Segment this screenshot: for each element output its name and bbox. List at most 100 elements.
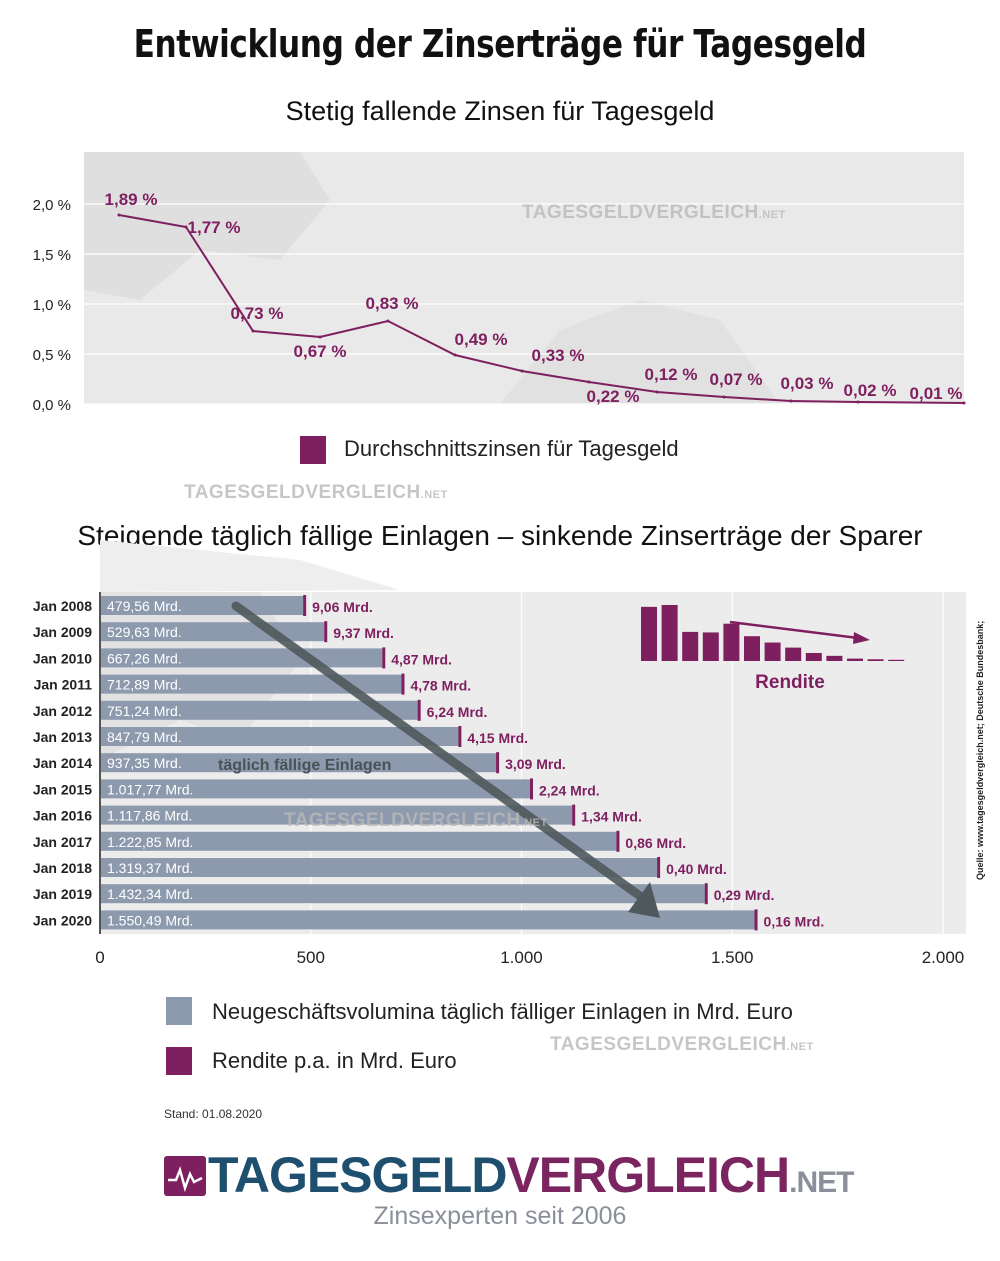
- legend-label-yield: Rendite p.a. in Mrd. Euro: [212, 1048, 457, 1073]
- yield-marker: [417, 699, 421, 721]
- logo-chart-icon: [164, 1156, 206, 1196]
- data-label: 0,67 %: [294, 342, 347, 361]
- bar-chart-title: Steigende täglich fällige Einlagen – sin…: [77, 520, 923, 551]
- volume-bar: [101, 858, 658, 877]
- volume-bar: [101, 596, 304, 615]
- yield-marker: [657, 857, 661, 878]
- data-label: 0,01 %: [910, 384, 963, 403]
- trend-arrowhead: [628, 882, 660, 918]
- inset-bar: [888, 659, 905, 661]
- inset-arrow: [729, 620, 859, 640]
- volume-bar: [101, 831, 617, 851]
- y-tick-label: 1,0 %: [33, 297, 71, 314]
- volume-label: 479,56 Mrd.: [107, 598, 182, 614]
- data-point: [520, 369, 524, 373]
- data-point: [318, 335, 322, 339]
- inset-bar: [723, 623, 740, 661]
- yield-label: 1,34 Mrd.: [581, 809, 642, 825]
- volume-label: 1.319,37 Mrd.: [107, 860, 193, 876]
- volume-label: 1.550,49 Mrd.: [107, 912, 193, 928]
- line-chart: 0,0 % 0,5 % 1,0 % 1,5 % 2,0 % 1,89 % 1,77 % 0,7…: [33, 152, 966, 414]
- volume-label: 1.222,85 Mrd.: [107, 834, 193, 850]
- data-label: 1,89 %: [105, 190, 158, 209]
- data-label: 1,77 %: [188, 218, 241, 237]
- category-label: Jan 2018: [33, 860, 92, 876]
- category-label: Jan 2019: [33, 886, 92, 902]
- data-label: 0,73 %: [231, 304, 284, 323]
- inset-bar: [785, 647, 802, 661]
- yield-marker: [616, 830, 620, 852]
- data-point: [251, 329, 255, 333]
- category-label: Jan 2010: [33, 650, 92, 666]
- category-label: Jan 2008: [33, 598, 92, 614]
- data-point: [386, 319, 390, 323]
- page-title: Entwicklung der Zinserträge für Tagesgel…: [133, 22, 867, 66]
- yield-label: 0,86 Mrd.: [625, 835, 686, 851]
- yield-label: 2,24 Mrd.: [539, 782, 600, 798]
- yield-marker: [382, 647, 386, 669]
- x-tick-label: 500: [297, 948, 325, 967]
- volume-label: 667,26 Mrd.: [107, 650, 182, 666]
- watermark: TAGESGELDVERGLEICH.NET: [550, 1034, 814, 1055]
- data-label: 0,02 %: [844, 381, 897, 400]
- data-point: [117, 213, 121, 217]
- volume-bar: [101, 805, 573, 825]
- legend-swatch-yield: [166, 1047, 192, 1075]
- source-note: Quelle: www.tagesgeldvergleich.net; Deut…: [975, 620, 985, 880]
- inset-bar: [682, 631, 699, 661]
- background-shape: [100, 540, 400, 592]
- y-tick-label: 1,5 %: [33, 247, 71, 264]
- yield-label: 3,09 Mrd.: [505, 756, 566, 772]
- yield-marker: [572, 804, 576, 826]
- data-label: 0,12 %: [645, 365, 698, 384]
- data-point: [962, 401, 966, 405]
- category-label: Jan 2015: [33, 781, 92, 797]
- x-tick-label: 1.000: [500, 948, 543, 967]
- yield-label: 4,87 Mrd.: [391, 651, 452, 667]
- inset-bar: [867, 659, 884, 661]
- category-label: Jan 2012: [33, 703, 92, 719]
- data-label: 0,03 %: [781, 374, 834, 393]
- watermark: TAGESGELDVERGLEICH.NET: [284, 810, 548, 831]
- category-label: Jan 2011: [34, 677, 93, 693]
- data-label: 0,33 %: [532, 346, 585, 365]
- trend-arrow: [231, 601, 645, 901]
- yield-marker: [458, 726, 462, 747]
- yield-label: 0,40 Mrd.: [666, 861, 727, 877]
- data-label: 0,49 %: [455, 330, 508, 349]
- yield-label: 0,29 Mrd.: [714, 887, 775, 903]
- volume-label: 847,79 Mrd.: [107, 729, 182, 745]
- volume-label: 751,24 Mrd.: [107, 703, 182, 719]
- background-shape: [84, 152, 330, 300]
- volume-bar: [101, 727, 459, 746]
- line-chart-title: Stetig fallende Zinsen für Tagesgeld: [285, 96, 715, 126]
- inset-bar: [744, 636, 760, 661]
- data-label: 0,07 %: [710, 370, 763, 389]
- yield-label: 4,78 Mrd.: [410, 678, 471, 694]
- volume-bar: [101, 753, 497, 773]
- data-label: 0,83 %: [366, 294, 419, 313]
- legend-swatch-volume: [166, 997, 192, 1025]
- volume-label: 937,35 Mrd.: [107, 755, 182, 771]
- yield-marker: [401, 673, 405, 695]
- x-tick-label: 1.500: [711, 948, 754, 967]
- data-point: [856, 400, 860, 404]
- legend-label-line: Durchschnittszinsen für Tagesgeld: [344, 436, 679, 461]
- data-label: 0,22 %: [587, 387, 640, 406]
- data-point: [587, 380, 591, 384]
- inset-label: Rendite: [755, 672, 825, 693]
- yield-marker: [529, 778, 533, 800]
- volume-bar: [101, 910, 755, 930]
- inset-bar: [702, 632, 719, 661]
- volume-bar: [101, 674, 402, 694]
- yield-marker: [496, 752, 500, 774]
- data-point: [453, 353, 457, 357]
- volume-label: 1.117,86 Mrd.: [107, 808, 192, 824]
- volume-bar: [101, 779, 530, 799]
- inset-arrowhead: [853, 632, 870, 644]
- y-tick-label: 2,0 %: [33, 197, 71, 214]
- inset-bar: [826, 655, 843, 661]
- yield-marker: [303, 595, 307, 616]
- logo-tagline: Zinsexperten seit 2006: [373, 1202, 627, 1230]
- category-label: Jan 2017: [33, 834, 92, 850]
